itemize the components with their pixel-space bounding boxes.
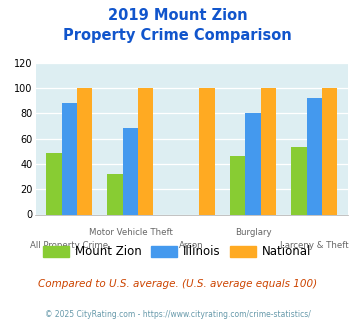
Legend: Mount Zion, Illinois, National: Mount Zion, Illinois, National [40,242,315,262]
Text: Burglary: Burglary [235,228,271,237]
Text: 2019 Mount Zion: 2019 Mount Zion [108,8,247,23]
Text: Property Crime Comparison: Property Crime Comparison [63,28,292,43]
Text: Compared to U.S. average. (U.S. average equals 100): Compared to U.S. average. (U.S. average … [38,279,317,289]
Bar [61,103,77,214]
Bar [230,156,245,214]
Text: © 2025 CityRating.com - https://www.cityrating.com/crime-statistics/: © 2025 CityRating.com - https://www.city… [45,310,310,319]
Bar [291,148,307,214]
Text: Arson: Arson [179,241,204,250]
Bar [200,88,215,214]
Bar [245,113,261,214]
Bar [307,98,322,214]
Bar [46,152,61,214]
Bar [138,88,153,214]
Bar [108,174,123,214]
Bar [322,88,337,214]
Bar [261,88,276,214]
Text: All Property Crime: All Property Crime [30,241,108,250]
Bar [123,128,138,214]
Text: Motor Vehicle Theft: Motor Vehicle Theft [88,228,173,237]
Text: Larceny & Theft: Larceny & Theft [280,241,349,250]
Bar [77,88,92,214]
